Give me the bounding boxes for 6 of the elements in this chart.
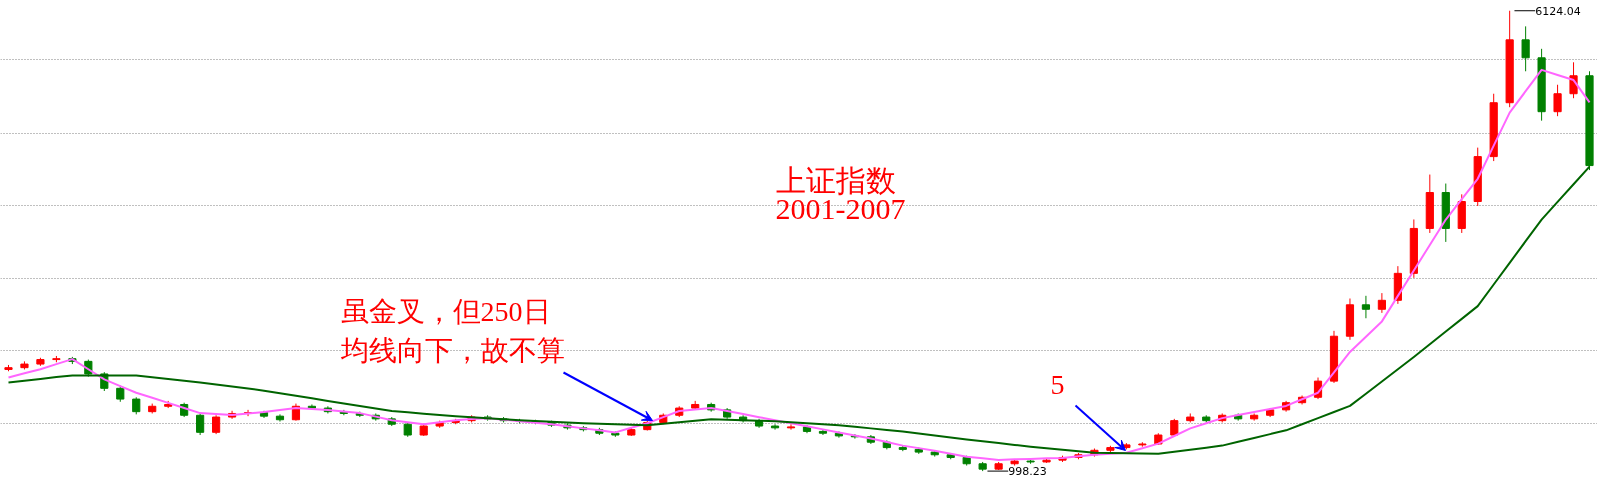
annotation: 虽金叉，但250日 xyxy=(340,295,551,327)
text: 上证指数 2001-2007 xyxy=(775,163,906,225)
annotation: 均线向下，故不算 xyxy=(339,334,565,366)
annotation: 5 xyxy=(1050,368,1065,400)
annotation: 998.23 xyxy=(1008,465,1047,477)
annotation: 6124.04 xyxy=(1535,4,1581,18)
